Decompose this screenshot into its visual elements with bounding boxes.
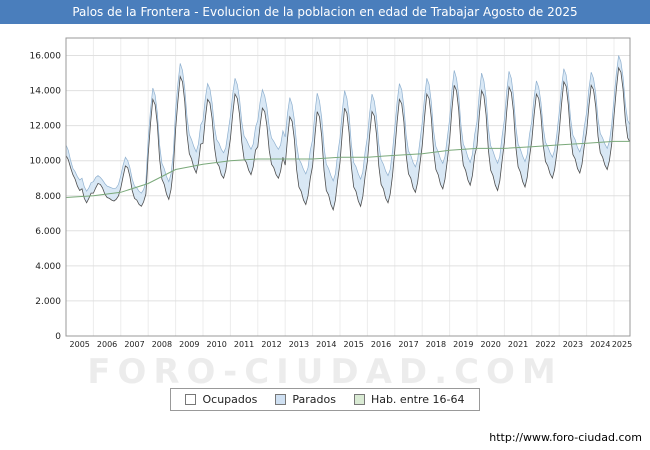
svg-text:2017: 2017: [398, 340, 418, 349]
svg-text:2025: 2025: [612, 340, 632, 349]
svg-text:2010: 2010: [207, 340, 227, 349]
svg-text:6.000: 6.000: [35, 227, 61, 237]
svg-text:2024: 2024: [590, 340, 610, 349]
hab-16-64-swatch-icon: [353, 394, 365, 405]
svg-text:2020: 2020: [481, 340, 501, 349]
chart-legend: Ocupados Parados Hab. entre 16-64: [170, 388, 480, 411]
page-title: Palos de la Frontera - Evolucion de la p…: [72, 5, 578, 19]
svg-text:2008: 2008: [152, 340, 172, 349]
svg-text:2016: 2016: [371, 340, 391, 349]
legend-row: Ocupados Parados Hab. entre 16-64: [0, 388, 650, 411]
svg-text:4.000: 4.000: [35, 262, 61, 272]
svg-text:2013: 2013: [289, 340, 309, 349]
footer: http://www.foro-ciudad.com: [489, 431, 642, 444]
svg-text:2023: 2023: [563, 340, 583, 349]
ocupados-swatch-icon: [185, 394, 197, 405]
legend-item-ocupados: Ocupados: [185, 393, 257, 406]
legend-label-ocupados: Ocupados: [202, 393, 258, 406]
svg-text:2006: 2006: [97, 340, 117, 349]
foro-ciudad-link[interactable]: http://www.foro-ciudad.com: [489, 431, 642, 444]
svg-text:14.000: 14.000: [30, 87, 62, 97]
svg-text:0: 0: [55, 332, 61, 342]
svg-text:16.000: 16.000: [30, 52, 62, 62]
svg-text:2012: 2012: [261, 340, 281, 349]
legend-label-parados: Parados: [292, 393, 336, 406]
svg-text:2014: 2014: [316, 340, 336, 349]
legend-item-hab-16-64: Hab. entre 16-64: [353, 393, 465, 406]
svg-text:2011: 2011: [234, 340, 254, 349]
svg-text:2005: 2005: [70, 340, 90, 349]
svg-text:8.000: 8.000: [35, 192, 61, 202]
population-evolution-chart: 0 2.000 4.000 6.000 8.000 10.000 12.000 14.000 1…: [30, 37, 632, 349]
svg-text:2018: 2018: [426, 340, 446, 349]
legend-label-hab-16-64: Hab. entre 16-64: [370, 393, 465, 406]
svg-text:2007: 2007: [124, 340, 144, 349]
svg-text:2019: 2019: [453, 340, 473, 349]
svg-text:12.000: 12.000: [30, 122, 62, 132]
svg-text:2009: 2009: [179, 340, 199, 349]
parados-swatch-icon: [275, 394, 287, 405]
svg-text:2015: 2015: [344, 340, 364, 349]
legend-item-parados: Parados: [275, 393, 336, 406]
svg-text:2.000: 2.000: [35, 297, 61, 307]
svg-text:2022: 2022: [535, 340, 555, 349]
svg-text:2021: 2021: [508, 340, 528, 349]
chart-title-bar: Palos de la Frontera - Evolucion de la p…: [0, 0, 650, 24]
svg-text:10.000: 10.000: [30, 157, 62, 167]
chart-area: 0 2.000 4.000 6.000 8.000 10.000 12.000 14.000 1…: [0, 24, 650, 384]
